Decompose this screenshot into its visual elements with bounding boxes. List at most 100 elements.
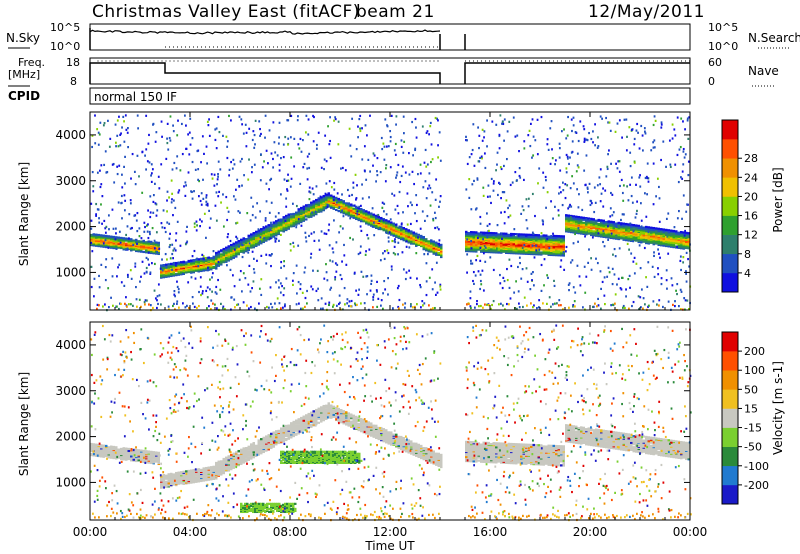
power-cell xyxy=(169,139,172,142)
power-cell xyxy=(575,215,578,218)
power-cell xyxy=(534,139,537,142)
power-cell xyxy=(125,296,127,299)
power-cell xyxy=(323,277,326,280)
power-cell xyxy=(607,220,610,223)
power-cell xyxy=(200,261,203,265)
power-cell xyxy=(214,138,217,142)
power-cell xyxy=(157,302,159,306)
power-cell xyxy=(665,231,668,235)
power-cell xyxy=(627,278,630,281)
power-cell xyxy=(289,242,292,246)
power-cell xyxy=(489,195,491,198)
power-cell xyxy=(123,140,126,143)
power-cell xyxy=(516,233,519,236)
power-cell xyxy=(562,189,565,192)
power-cell xyxy=(513,228,516,231)
power-cell xyxy=(117,201,120,204)
nave-tick-low: 0 xyxy=(708,75,715,88)
power-cell xyxy=(254,119,257,122)
power-cell xyxy=(559,191,562,194)
power-cell xyxy=(434,226,436,230)
power-cell xyxy=(231,274,234,277)
power-cell xyxy=(682,194,685,197)
power-cell xyxy=(660,277,663,280)
power-cell xyxy=(569,261,572,264)
power-cell xyxy=(402,227,405,230)
power-cell xyxy=(440,243,443,247)
power-cell xyxy=(189,117,192,120)
power-cell xyxy=(542,239,545,242)
power-cell xyxy=(425,165,428,168)
power-cell xyxy=(503,139,505,142)
power-cell xyxy=(502,164,505,168)
power-cell xyxy=(475,231,478,234)
power-cell xyxy=(155,241,158,244)
power-cell xyxy=(158,187,161,190)
power-cell xyxy=(429,125,432,128)
power-cell xyxy=(498,147,501,150)
power-cell xyxy=(104,278,107,282)
power-cell xyxy=(309,191,312,194)
power-heatmap xyxy=(90,114,692,312)
power-cell xyxy=(658,252,660,255)
power-cell xyxy=(199,225,202,228)
power-cell xyxy=(349,236,352,240)
power-cell xyxy=(238,115,241,118)
power-cell xyxy=(411,170,414,173)
power-cell xyxy=(108,145,111,148)
power-cell xyxy=(277,212,280,215)
power-cell xyxy=(554,163,556,166)
power-cell xyxy=(208,226,211,229)
power-cell xyxy=(608,121,611,124)
power-cell xyxy=(607,153,609,156)
power-cell xyxy=(90,265,93,268)
power-cell xyxy=(436,291,439,294)
power-cell xyxy=(168,136,171,140)
power-cell xyxy=(239,211,241,214)
power-cell xyxy=(344,169,347,172)
power-cell xyxy=(329,288,332,291)
power-cell xyxy=(376,156,379,160)
power-cell xyxy=(387,145,390,148)
power-cell xyxy=(205,203,208,206)
power-cell xyxy=(530,233,533,236)
power-cell xyxy=(423,253,426,256)
power-cell xyxy=(511,181,514,184)
power-cell xyxy=(392,251,395,255)
power-cell xyxy=(274,240,277,243)
power-cell xyxy=(241,157,243,161)
power-cell xyxy=(685,236,688,239)
power-cell xyxy=(557,238,560,241)
power-cell xyxy=(360,220,363,223)
power-cell xyxy=(341,166,344,170)
power-cell xyxy=(335,270,338,273)
power-cell xyxy=(439,285,442,288)
power-cell xyxy=(677,180,680,184)
power-cell xyxy=(340,199,343,202)
power-cell xyxy=(274,215,277,218)
power-cell xyxy=(474,274,477,277)
power-cell xyxy=(665,269,668,272)
power-cell xyxy=(286,189,289,192)
power-cell xyxy=(640,124,643,128)
power-cell xyxy=(483,232,486,235)
freq-panel xyxy=(89,57,691,85)
power-cell xyxy=(527,134,530,137)
power-cell xyxy=(499,166,502,169)
power-cell xyxy=(680,290,683,293)
power-cell xyxy=(565,137,568,140)
power-cell xyxy=(394,208,397,211)
power-cell xyxy=(165,157,168,161)
power-cell xyxy=(540,115,543,119)
power-cell xyxy=(226,206,229,209)
power-cell xyxy=(305,204,308,207)
power-cell xyxy=(389,129,392,133)
power-cell xyxy=(547,235,550,238)
power-cell xyxy=(370,212,373,215)
power-cell xyxy=(162,209,165,212)
power-cell xyxy=(518,166,521,170)
power-cell xyxy=(653,251,655,254)
power-cell xyxy=(284,135,287,139)
power-cell xyxy=(215,191,218,194)
power-cell xyxy=(437,144,439,147)
